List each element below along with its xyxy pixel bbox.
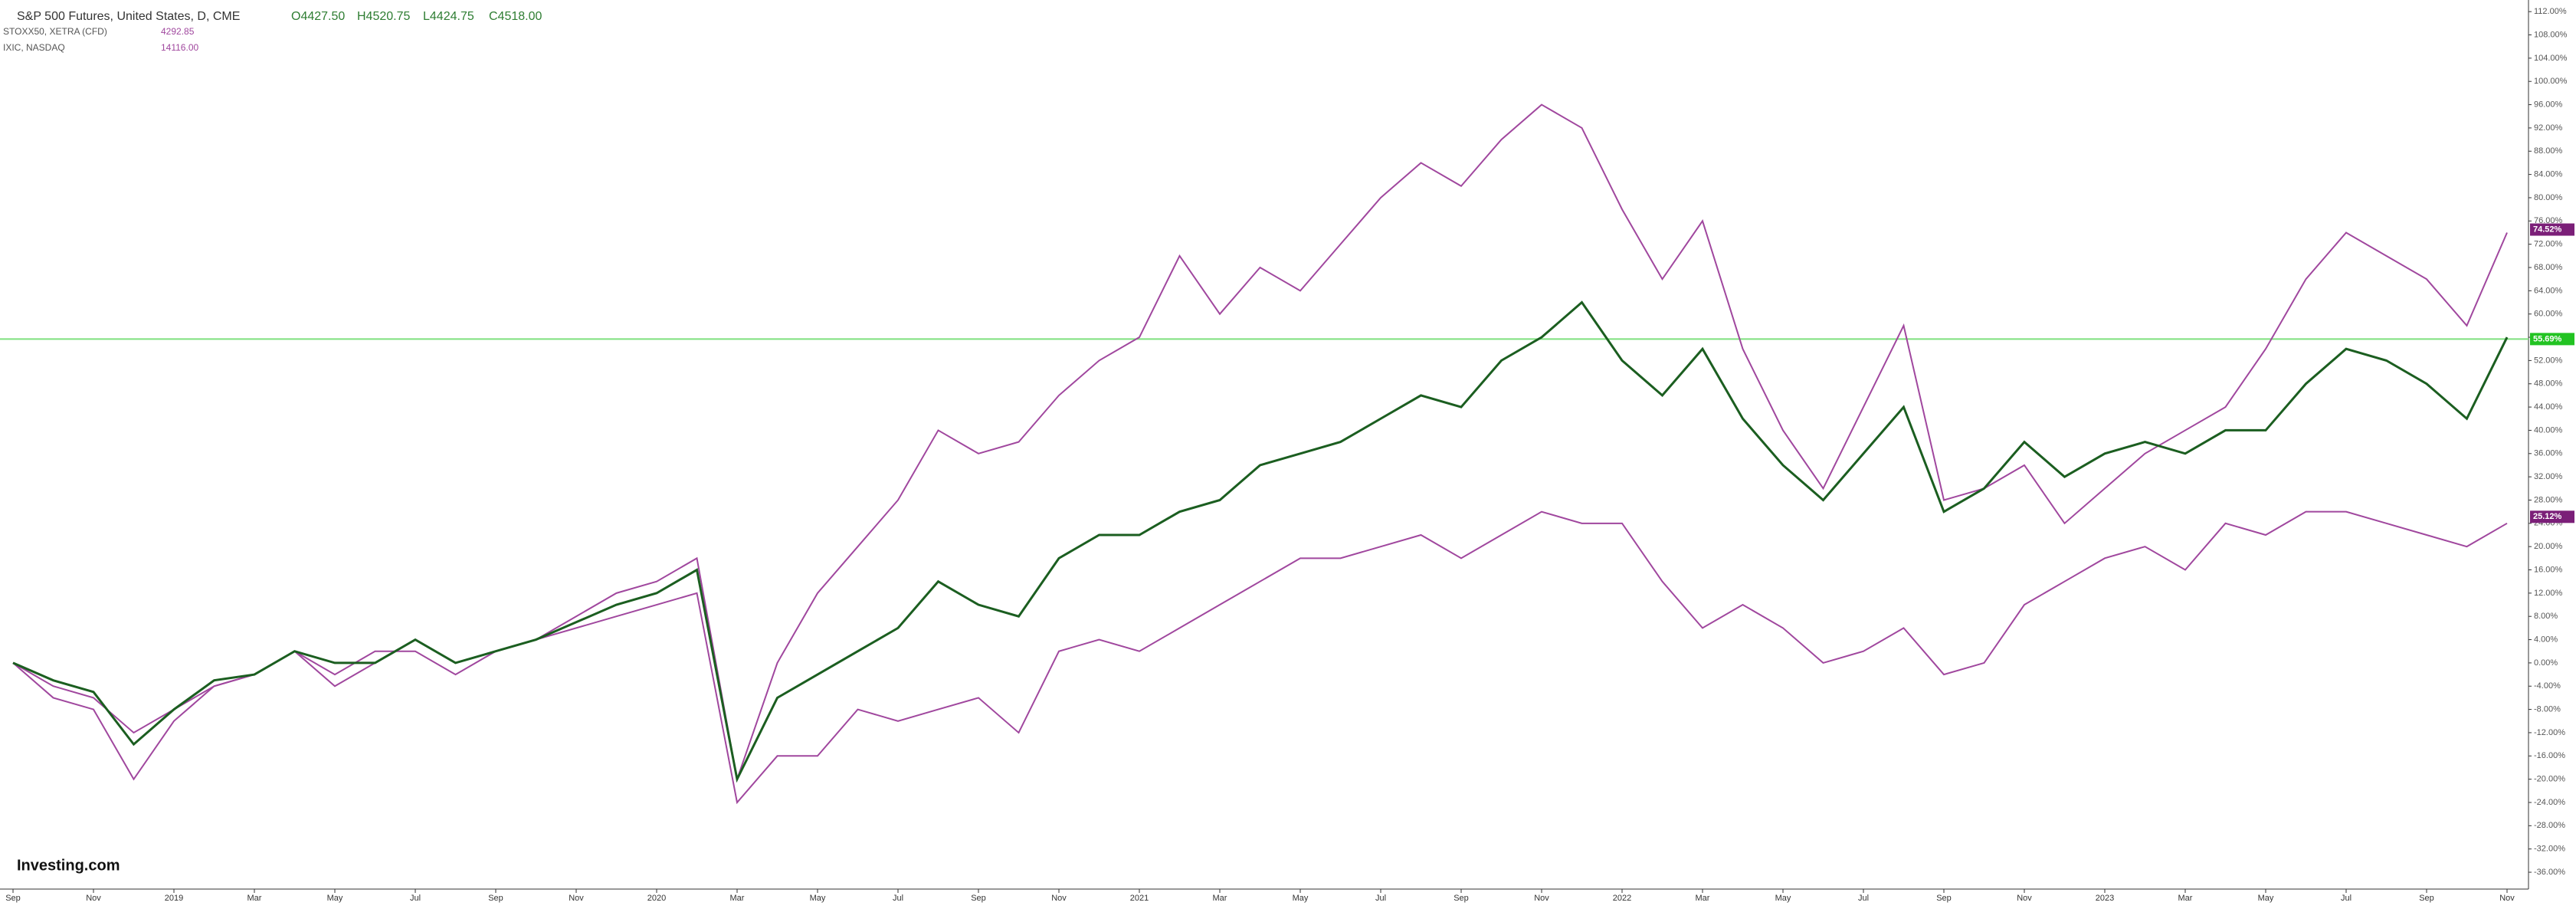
- x-tick-label: May: [1775, 894, 1791, 903]
- x-tick-label: Jul: [893, 894, 903, 903]
- y-tick-label: -24.00%: [2534, 798, 2565, 807]
- legend-name: STOXX50, XETRA (CFD): [3, 26, 107, 37]
- y-tick-label: 68.00%: [2534, 263, 2563, 272]
- x-tick-label: Sep: [1454, 894, 1469, 903]
- x-tick-label: Nov: [1534, 894, 1549, 903]
- x-tick-label: Nov: [569, 894, 584, 903]
- ohlc-value: H4520.75: [357, 10, 410, 23]
- header-title: S&P 500 Futures, United States, D, CME: [17, 10, 240, 23]
- x-tick-label: 2021: [1130, 894, 1149, 903]
- x-tick-label: Jul: [410, 894, 421, 903]
- y-tick-label: -32.00%: [2534, 845, 2565, 854]
- y-tick-label: 104.00%: [2534, 54, 2568, 63]
- y-tick-label: 112.00%: [2534, 7, 2567, 16]
- y-tick-label: 48.00%: [2534, 379, 2563, 389]
- ohlc-value: L4424.75: [423, 10, 474, 23]
- y-tick-label: 92.00%: [2534, 123, 2563, 133]
- x-tick-label: Mar: [247, 894, 262, 903]
- y-tick-label: 52.00%: [2534, 356, 2563, 365]
- x-tick-label: Sep: [2419, 894, 2434, 903]
- x-tick-label: Mar: [1213, 894, 1227, 903]
- y-tick-label: 96.00%: [2534, 100, 2563, 109]
- x-tick-label: May: [327, 894, 343, 903]
- x-tick-label: 2019: [165, 894, 183, 903]
- x-tick-label: Jul: [1375, 894, 1386, 903]
- reference-label: 55.69%: [2533, 334, 2562, 343]
- x-tick-label: 2023: [2096, 894, 2114, 903]
- x-tick-label: Mar: [1696, 894, 1710, 903]
- x-tick-label: Sep: [1936, 894, 1952, 903]
- last-label-bg: [2530, 223, 2574, 236]
- last-label-bg: [2530, 510, 2574, 523]
- reference-label-bg: [2530, 333, 2574, 346]
- legend-name: IXIC, NASDAQ: [3, 42, 65, 53]
- x-tick-label: May: [810, 894, 826, 903]
- ohlc-value: C4518.00: [489, 10, 542, 23]
- x-tick-label: 2020: [647, 894, 666, 903]
- x-tick-label: May: [2258, 894, 2274, 903]
- y-tick-label: 80.00%: [2534, 193, 2563, 202]
- x-tick-label: Jul: [2341, 894, 2352, 903]
- y-tick-label: -12.00%: [2534, 728, 2565, 737]
- legend-quote: 14116.00: [161, 42, 198, 53]
- y-tick-label: 64.00%: [2534, 286, 2563, 295]
- y-tick-label: -4.00%: [2534, 681, 2561, 691]
- series-line: [12, 510, 2508, 805]
- y-tick-label: 28.00%: [2534, 495, 2563, 504]
- x-tick-label: Sep: [971, 894, 986, 903]
- y-tick-label: 108.00%: [2534, 30, 2568, 39]
- y-tick-label: 60.00%: [2534, 310, 2563, 319]
- y-tick-label: 20.00%: [2534, 542, 2563, 551]
- logo: Investing.com: [17, 857, 120, 874]
- y-tick-label: -28.00%: [2534, 821, 2565, 830]
- x-tick-label: Sep: [488, 894, 503, 903]
- y-tick-label: 16.00%: [2534, 565, 2563, 574]
- y-tick-label: 8.00%: [2534, 612, 2558, 621]
- y-tick-label: -20.00%: [2534, 775, 2565, 784]
- y-tick-label: 100.00%: [2534, 77, 2568, 86]
- y-tick-label: 44.00%: [2534, 402, 2563, 412]
- y-tick-label: 0.00%: [2534, 658, 2558, 668]
- x-tick-label: Mar: [730, 894, 745, 903]
- series-line: [12, 300, 2509, 783]
- y-tick-label: -36.00%: [2534, 868, 2565, 877]
- y-tick-label: 84.00%: [2534, 170, 2563, 179]
- y-tick-label: -16.00%: [2534, 751, 2565, 760]
- x-tick-label: Jul: [1858, 894, 1869, 903]
- last-label: 25.12%: [2533, 512, 2562, 521]
- x-tick-label: 2022: [1613, 894, 1631, 903]
- x-tick-label: Nov: [1051, 894, 1067, 903]
- x-tick-label: Nov: [2499, 894, 2515, 903]
- last-label: 74.52%: [2533, 225, 2562, 234]
- y-tick-label: 76.00%: [2534, 216, 2563, 225]
- x-tick-label: Nov: [2017, 894, 2032, 903]
- y-tick-label: 12.00%: [2534, 589, 2563, 598]
- y-tick-label: 4.00%: [2534, 635, 2558, 644]
- y-tick-label: 72.00%: [2534, 240, 2563, 249]
- y-tick-label: 32.00%: [2534, 472, 2563, 481]
- x-tick-label: Mar: [2178, 894, 2193, 903]
- legend-quote: 4292.85: [161, 26, 195, 37]
- x-tick-label: Nov: [86, 894, 101, 903]
- y-tick-label: 36.00%: [2534, 449, 2563, 458]
- y-tick-label: 88.00%: [2534, 146, 2563, 156]
- y-tick-label: -8.00%: [2534, 705, 2561, 714]
- x-tick-label: May: [1293, 894, 1309, 903]
- y-tick-label: 40.00%: [2534, 425, 2563, 435]
- ohlc-value: O4427.50: [291, 10, 345, 23]
- x-tick-label: Sep: [5, 894, 21, 903]
